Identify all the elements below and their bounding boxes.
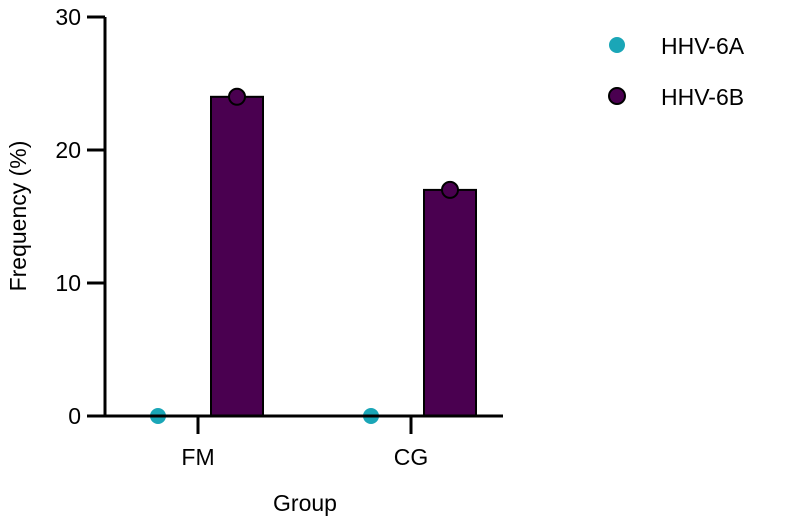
y-tick-label: 30 [55, 4, 81, 30]
legend-marker [608, 87, 626, 105]
y-tick-label: 20 [55, 137, 81, 163]
y-axis-title: Frequency (%) [5, 141, 31, 292]
x-tick-label: FM [181, 444, 214, 470]
x-axis-title: Group [273, 490, 337, 516]
legend: HHV-6A HHV-6B [608, 33, 745, 110]
bar-hhv6b [210, 95, 264, 418]
legend-marker [609, 37, 625, 53]
x-tick-label: CG [394, 444, 429, 470]
bars-layer [210, 95, 477, 418]
point-hhv6b [228, 87, 246, 106]
points-layer [150, 87, 459, 424]
legend-label: HHV-6B [661, 84, 744, 110]
y-tick-label: 0 [68, 403, 81, 429]
bar-hhv6b [423, 188, 477, 417]
legend-label: HHV-6A [661, 33, 745, 59]
point-hhv6b [441, 180, 459, 199]
axes-layer: 0 10 20 30 FM CG [55, 4, 503, 470]
y-tick-label: 10 [55, 270, 81, 296]
